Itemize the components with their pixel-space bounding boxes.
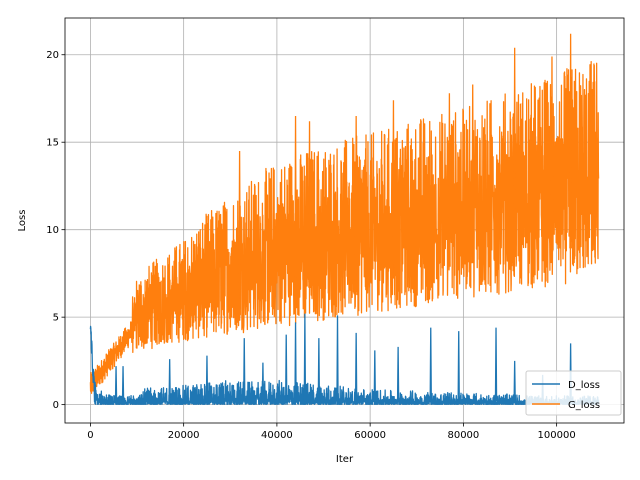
d-loss-spike [121,366,125,402]
x-tick-label: 80000 [447,430,479,441]
y-tick-label: 20 [46,50,59,61]
x-tick-label: 20000 [168,430,200,441]
y-tick-label: 10 [46,225,59,236]
g-loss-spike [550,56,554,252]
g-loss-spike [448,93,451,267]
d-loss-spike [168,359,171,402]
g-loss-spike [569,33,572,249]
legend-label-g-loss: G_loss [568,400,600,411]
g-loss-spike [238,150,241,299]
d-loss-spike [373,350,377,402]
d-loss-spike [429,327,432,402]
d-loss-spike [396,346,400,402]
d-loss-spike [494,327,498,402]
x-axis-label: Iter [336,454,354,465]
g-loss-spike [308,121,311,288]
d-loss-spike [457,331,460,402]
y-tick-label: 5 [53,313,59,324]
series-layer [89,33,600,405]
d-loss-spike [243,338,246,402]
d-loss-spike [114,366,118,402]
ticks: 0 20000 40000 60000 80000 100000 0 5 10 15 20 [46,50,575,441]
d-loss-spike [303,313,307,402]
d-loss-spike [354,332,358,402]
g-loss-spike [513,47,517,257]
d-loss-spike [336,315,339,402]
legend-label-d-loss: D_loss [568,380,600,391]
legend: D_loss G_loss [525,370,622,416]
y-axis-label: Loss [17,210,28,232]
g-loss-spike [392,100,395,276]
g-loss-line [89,61,600,394]
d-loss-spike [513,360,516,402]
d-loss-spike [205,355,209,402]
d-loss-line [89,325,600,405]
x-tick-label: 40000 [261,430,293,441]
d-loss-spike [261,362,265,402]
x-tick-label: 100000 [538,430,576,441]
d-loss-spike [317,338,321,402]
g-loss-spike [354,115,358,281]
plot-frame [64,17,625,424]
g-loss-spike [294,115,297,290]
d-loss-spike [285,334,288,402]
y-tick-label: 15 [46,138,59,149]
g-loss-spike [471,84,475,264]
x-tick-label: 60000 [354,430,386,441]
y-tick-label: 0 [53,400,59,411]
x-tick-label: 0 [87,430,93,441]
d-loss-spike [294,322,297,402]
g-loss-spike [592,63,596,245]
